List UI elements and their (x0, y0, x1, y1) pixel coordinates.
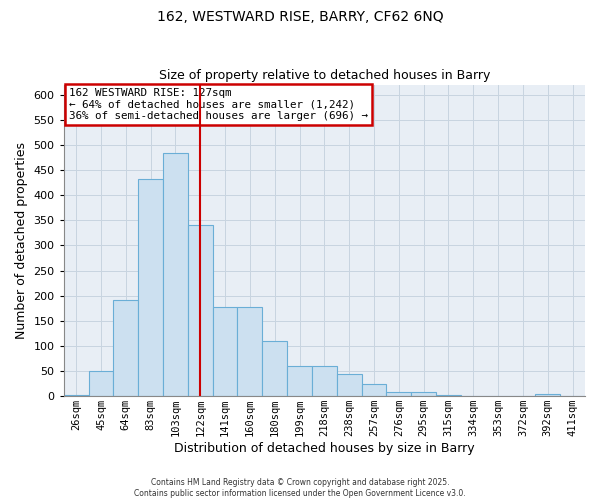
Bar (337, 374, 362, 396)
Bar (113, 300, 138, 396)
Text: 162 WESTWARD RISE: 127sqm
← 64% of detached houses are smaller (1,242)
36% of se: 162 WESTWARD RISE: 127sqm ← 64% of detac… (69, 88, 368, 121)
Bar (89, 371, 113, 396)
Title: Size of property relative to detached houses in Barry: Size of property relative to detached ho… (158, 69, 490, 82)
Bar (411, 392, 436, 396)
Y-axis label: Number of detached properties: Number of detached properties (15, 142, 28, 339)
Bar (386, 392, 411, 396)
Bar (188, 226, 212, 396)
Bar (312, 366, 337, 396)
Bar (64, 394, 89, 396)
Bar (362, 384, 386, 396)
Text: Contains HM Land Registry data © Crown copyright and database right 2025.
Contai: Contains HM Land Registry data © Crown c… (134, 478, 466, 498)
Bar (212, 306, 238, 396)
Text: 162, WESTWARD RISE, BARRY, CF62 6NQ: 162, WESTWARD RISE, BARRY, CF62 6NQ (157, 10, 443, 24)
Bar (535, 394, 560, 396)
Bar (287, 366, 312, 396)
Bar (238, 306, 262, 396)
Bar (262, 342, 287, 396)
Bar (436, 394, 461, 396)
X-axis label: Distribution of detached houses by size in Barry: Distribution of detached houses by size … (174, 442, 475, 455)
Bar (163, 153, 188, 396)
Bar (138, 179, 163, 396)
